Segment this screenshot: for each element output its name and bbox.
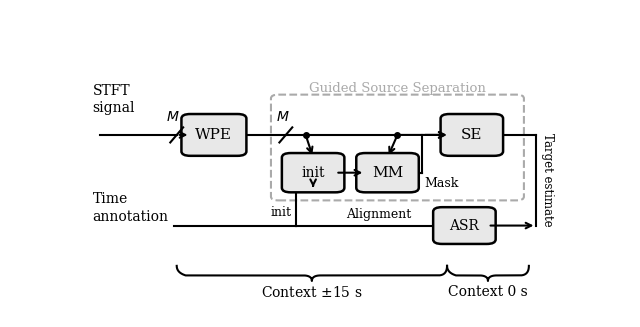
FancyBboxPatch shape xyxy=(356,153,419,192)
Text: STFT
signal: STFT signal xyxy=(92,84,135,115)
FancyBboxPatch shape xyxy=(433,207,495,244)
Text: init: init xyxy=(301,166,325,180)
FancyBboxPatch shape xyxy=(440,114,503,156)
Text: Context $\pm$15 s: Context $\pm$15 s xyxy=(261,285,363,300)
Text: Target estimate: Target estimate xyxy=(541,133,554,227)
Text: Mask: Mask xyxy=(425,177,459,190)
Text: WPE: WPE xyxy=(195,128,232,142)
Text: init: init xyxy=(271,206,292,219)
Text: SE: SE xyxy=(461,128,483,142)
Text: MM: MM xyxy=(372,166,403,180)
Text: Guided Source Separation: Guided Source Separation xyxy=(309,82,486,95)
Text: Context 0 s: Context 0 s xyxy=(448,285,528,299)
Text: $M$: $M$ xyxy=(276,110,289,124)
FancyBboxPatch shape xyxy=(181,114,246,156)
Text: Time
annotation: Time annotation xyxy=(92,192,168,224)
Text: Alignment: Alignment xyxy=(346,208,412,221)
Text: ASR: ASR xyxy=(449,218,479,232)
FancyBboxPatch shape xyxy=(282,153,344,192)
Text: $M$: $M$ xyxy=(166,110,180,124)
